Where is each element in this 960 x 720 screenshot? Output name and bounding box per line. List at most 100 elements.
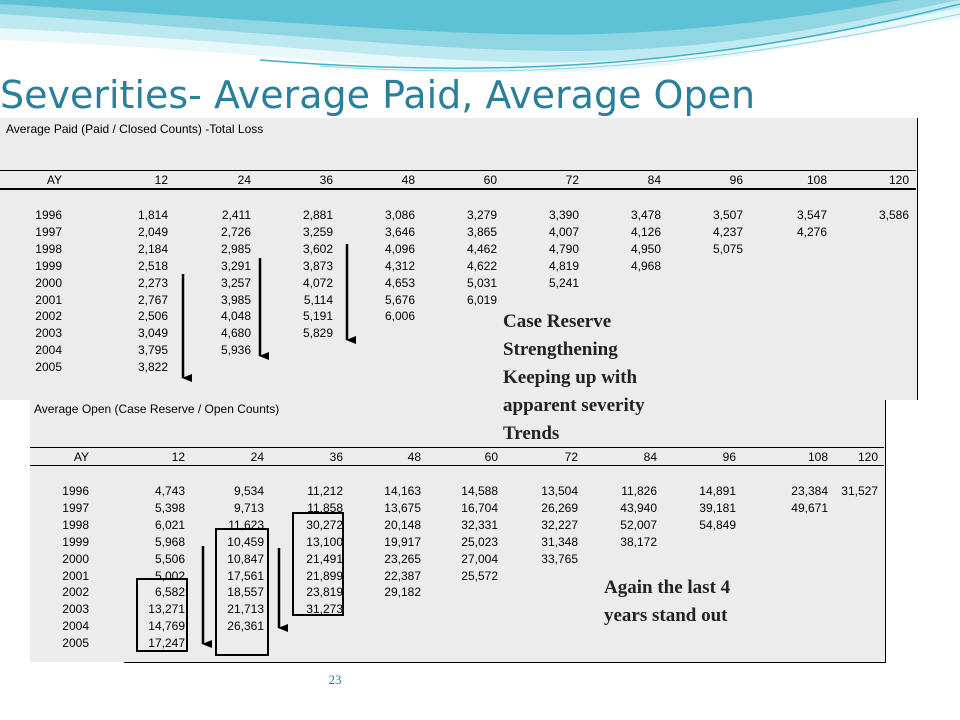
header-rule xyxy=(30,465,884,466)
case-reserve-annotation: Case Reserve Strengthening Keeping up wi… xyxy=(503,308,645,448)
table-cell: 3,049 xyxy=(137,326,168,341)
column-header: 12 xyxy=(171,450,185,464)
table-cell: 1,814 xyxy=(137,208,168,222)
table-cell: 4,126 xyxy=(630,224,661,239)
table-cell: 2,881 xyxy=(302,208,333,222)
open-panel-bottom-rule xyxy=(124,662,886,663)
table-cell: 3,086 xyxy=(384,208,415,222)
table-cell: 13,675 xyxy=(384,500,421,515)
table-cell: 14,891 xyxy=(699,484,736,498)
table-cell: 4,237 xyxy=(712,224,743,239)
table-cell: 4,312 xyxy=(384,258,415,273)
table-cell: 4,950 xyxy=(630,241,661,256)
table-cell: 2,985 xyxy=(220,241,251,256)
column-header: 108 xyxy=(806,173,827,187)
row-year: 1998 xyxy=(62,517,89,532)
table-cell: 11,858 xyxy=(307,500,343,515)
column-header: 24 xyxy=(237,173,251,187)
average-open-table-panel: Average Open (Case Reserve / Open Counts… xyxy=(30,400,886,662)
table-cell: 3,873 xyxy=(302,258,333,273)
table-cell: 43,940 xyxy=(620,500,657,515)
table-cell: 26,269 xyxy=(541,500,578,515)
table-cell: 25,023 xyxy=(461,534,498,549)
highlight-box-open-36 xyxy=(292,512,344,616)
header-rule xyxy=(0,170,916,171)
table-cell: 4,007 xyxy=(548,224,579,239)
table-cell: 19,917 xyxy=(384,534,421,549)
column-header: AY xyxy=(46,173,62,187)
table-cell: 27,004 xyxy=(461,551,498,566)
table-cell: 3,586 xyxy=(878,208,909,222)
table-cell: 14,588 xyxy=(461,484,498,498)
table-cell: 3,865 xyxy=(466,224,497,239)
table-cell: 13,271 xyxy=(148,602,185,617)
row-year: 1997 xyxy=(62,500,89,515)
panel-gap xyxy=(30,662,124,664)
table-cell: 2,518 xyxy=(137,258,168,273)
table-cell: 11,826 xyxy=(621,484,657,498)
table-cell: 2,411 xyxy=(221,208,251,222)
table-cell: 4,680 xyxy=(220,326,251,341)
average-open-table-title: Average Open (Case Reserve / Open Counts… xyxy=(34,402,280,416)
row-year: 1999 xyxy=(62,534,89,549)
table-cell: 3,822 xyxy=(137,360,168,375)
row-year: 2003 xyxy=(62,602,89,617)
column-header: 60 xyxy=(483,173,497,187)
table-cell: 5,676 xyxy=(384,292,415,307)
column-header: 72 xyxy=(564,450,578,464)
row-year: 2002 xyxy=(35,309,62,324)
row-year: 2001 xyxy=(35,292,62,307)
table-cell: 17,561 xyxy=(227,568,264,583)
column-header: AY xyxy=(73,450,89,464)
table-cell: 5,031 xyxy=(466,275,497,290)
column-header: 120 xyxy=(888,173,909,187)
table-cell: 26,361 xyxy=(227,619,264,634)
table-cell: 32,227 xyxy=(541,517,578,532)
table-cell: 5,398 xyxy=(154,500,185,515)
row-year: 1996 xyxy=(35,208,62,222)
table-cell: 21,899 xyxy=(306,568,343,583)
table-cell: 4,790 xyxy=(548,241,579,256)
table-cell: 2,506 xyxy=(137,309,168,324)
row-year: 2001 xyxy=(62,568,89,583)
table-cell: 5,114 xyxy=(303,292,333,307)
table-cell: 14,769 xyxy=(148,619,185,634)
table-cell: 13,504 xyxy=(541,484,578,498)
row-year: 2000 xyxy=(62,551,89,566)
table-cell: 4,622 xyxy=(466,258,497,273)
column-header: 96 xyxy=(722,450,736,464)
table-cell: 2,767 xyxy=(137,292,168,307)
column-header: 48 xyxy=(401,173,415,187)
annotation-line: Again the last 4 xyxy=(604,577,731,598)
row-year: 2004 xyxy=(62,619,89,634)
table-cell: 20,148 xyxy=(384,517,421,532)
table-cell: 3,291 xyxy=(220,258,251,273)
table-cell: 4,096 xyxy=(384,241,415,256)
annotation-line: apparent severity xyxy=(503,395,645,416)
table-cell: 4,819 xyxy=(548,258,579,273)
column-header: 60 xyxy=(484,450,498,464)
table-cell: 2,049 xyxy=(137,224,168,239)
table-cell: 10,459 xyxy=(227,534,264,549)
annotation-line: Keeping up with xyxy=(503,367,638,388)
table-cell: 33,765 xyxy=(541,551,578,566)
table-cell: 5,075 xyxy=(712,241,743,256)
row-year: 2005 xyxy=(62,636,89,651)
table-cell: 6,006 xyxy=(384,309,415,324)
row-year: 2004 xyxy=(35,343,62,358)
column-header: 108 xyxy=(807,450,828,464)
table-cell: 25,572 xyxy=(461,568,498,583)
table-cell: 17,247 xyxy=(148,636,185,651)
table-cell: 3,478 xyxy=(630,208,661,222)
table-cell: 6,582 xyxy=(154,585,185,600)
table-cell: 3,390 xyxy=(548,208,579,222)
row-year: 2002 xyxy=(62,585,89,600)
last-years-annotation: Again the last 4 years stand out xyxy=(604,574,730,630)
table-cell: 31,348 xyxy=(541,534,578,549)
page-number: 23 xyxy=(328,672,342,687)
table-cell: 31,273 xyxy=(306,602,343,617)
header-rule xyxy=(30,447,884,448)
table-cell: 3,547 xyxy=(796,208,827,222)
column-header: 24 xyxy=(250,450,264,464)
table-cell: 23,265 xyxy=(384,551,421,566)
